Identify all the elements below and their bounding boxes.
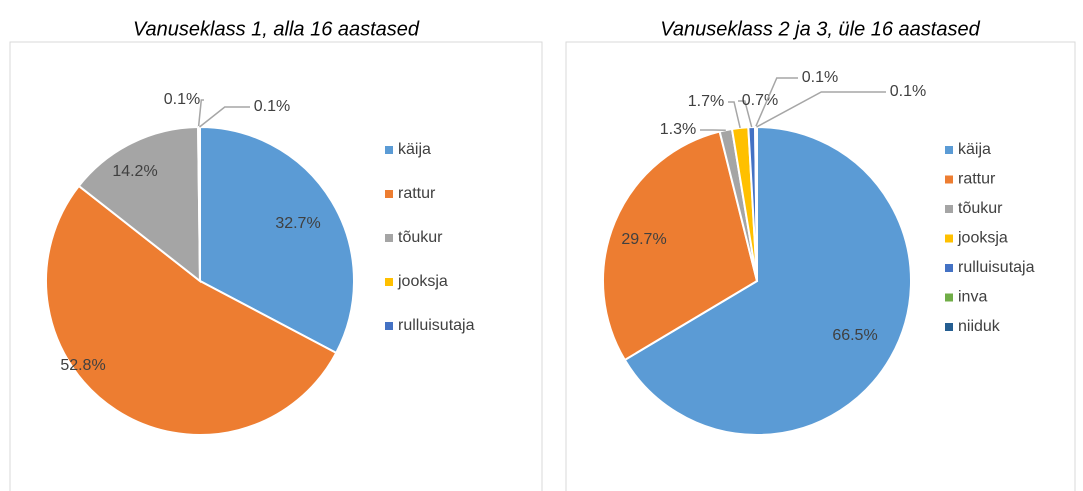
legend-label: jooksja [957,230,1008,247]
data-label: 0.7% [742,92,778,109]
legend-label: niiduk [958,318,1001,335]
legend-label: tõukur [398,229,443,246]
legend-label: käija [398,141,431,158]
legend-swatch [385,190,393,198]
legend-label: jooksja [397,273,448,290]
leader-line [199,106,250,128]
pie-slice [623,125,912,436]
legend-swatch [945,205,953,213]
data-label: 66.5% [832,327,877,344]
pie-slice [602,130,759,362]
legend-label: rulluisutaja [958,259,1035,276]
pie-slice [77,125,202,284]
leader-line [197,99,204,128]
legend-swatch [385,278,393,286]
data-label: 0.1% [254,98,290,115]
pie-slice [198,125,201,282]
leader-line [728,101,741,129]
legend-swatch [945,323,953,331]
data-label: 0.1% [890,83,926,100]
legend-label: rulluisutaja [398,317,475,334]
data-label: 1.3% [660,121,696,138]
chart-title: Vanuseklass 1, alla 16 aastased [133,18,420,40]
legend-swatch [945,146,953,154]
leader-line [756,91,886,128]
pie-slice [755,125,758,282]
data-label: 52.8% [60,357,105,374]
legend-label: inva [958,289,987,306]
legend-label: rattur [398,185,436,202]
legend-swatch [945,264,953,272]
leader-line [754,77,798,128]
pie-slice [45,184,338,436]
panel-border [565,41,1076,491]
data-label: 0.1% [802,69,838,86]
chart-title: Vanuseklass 2 ja 3, üle 16 aastased [660,18,980,40]
legend-swatch [385,322,393,330]
legend-swatch [945,234,953,243]
legend-label: käija [958,141,991,158]
legend-label: tõukur [958,200,1003,217]
legend-swatch [945,175,953,184]
pie-slice [199,125,355,355]
data-label: 14.2% [112,163,157,180]
data-label: 32.7% [275,215,320,232]
legend-swatch [945,293,953,302]
data-label: 1.7% [688,93,724,110]
legend-swatch [385,146,393,154]
leader-line [738,100,753,128]
data-label: 29.7% [621,231,666,248]
data-label: 0.1% [164,91,200,108]
panel-border [9,41,543,491]
legend-label: rattur [958,171,996,188]
legend-swatch [385,234,393,242]
